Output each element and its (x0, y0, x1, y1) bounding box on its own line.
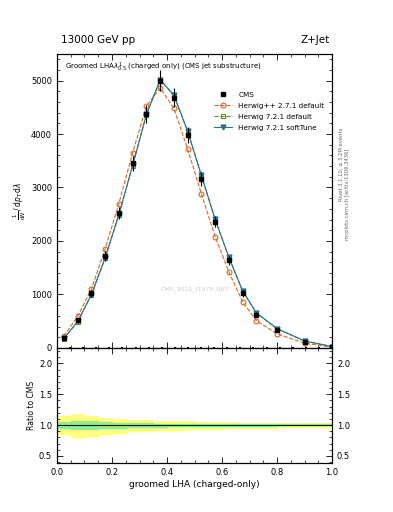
Text: Groomed LHA$\lambda^{1}_{0.5}$ (charged only) (CMS jet substructure): Groomed LHA$\lambda^{1}_{0.5}$ (charged … (65, 61, 262, 74)
Text: CMS_2021_I1979_067: CMS_2021_I1979_067 (160, 286, 229, 292)
Text: Z+Jet: Z+Jet (301, 35, 330, 45)
Text: Rivet 3.1.10, ≥ 3.2M events: Rivet 3.1.10, ≥ 3.2M events (339, 127, 344, 201)
Y-axis label: $\frac{1}{\mathrm{d}N}\,/\,\mathrm{d}p_T\,\mathrm{d}\lambda$: $\frac{1}{\mathrm{d}N}\,/\,\mathrm{d}p_T… (12, 182, 28, 220)
X-axis label: groomed LHA (charged-only): groomed LHA (charged-only) (129, 480, 260, 489)
Legend: CMS, Herwig++ 2.7.1 default, Herwig 7.2.1 default, Herwig 7.2.1 softTune: CMS, Herwig++ 2.7.1 default, Herwig 7.2.… (211, 88, 327, 135)
Y-axis label: Ratio to CMS: Ratio to CMS (27, 381, 36, 430)
Text: 13000 GeV pp: 13000 GeV pp (61, 35, 135, 45)
Text: mcplots.cern.ch [arXiv:1306.3436]: mcplots.cern.ch [arXiv:1306.3436] (345, 149, 350, 240)
